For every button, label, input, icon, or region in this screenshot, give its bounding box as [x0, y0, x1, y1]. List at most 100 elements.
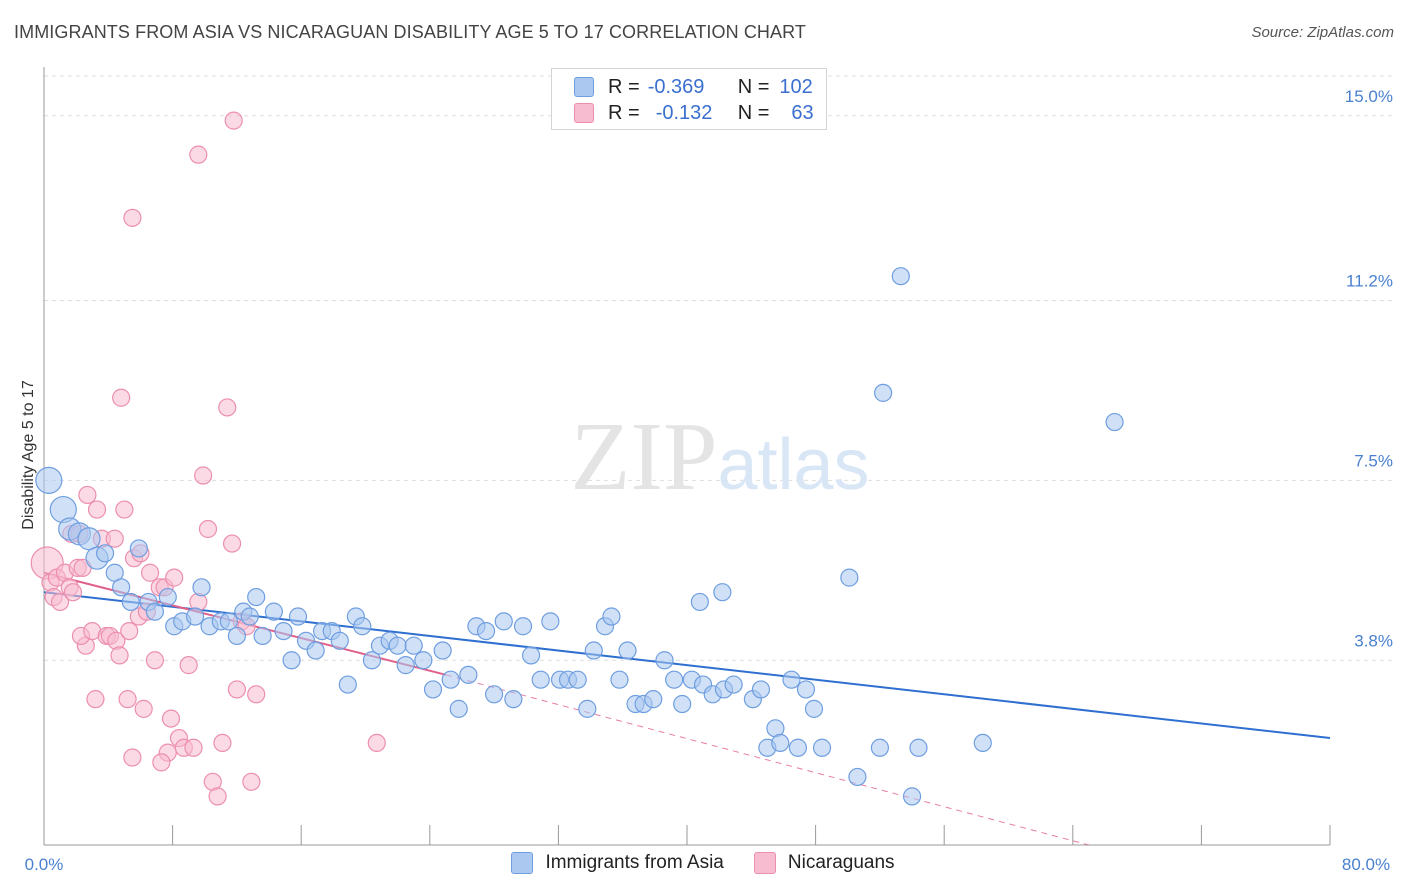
point-asia	[891, 267, 910, 286]
point-nicaraguans	[208, 787, 227, 806]
point-nicaraguans	[63, 583, 83, 602]
point-asia	[186, 607, 205, 626]
y-tick-label: 7.5%	[1354, 451, 1393, 470]
legend-item-asia: Immigrants from Asia	[511, 852, 724, 874]
y-tick-label: 11.2%	[1346, 271, 1393, 290]
point-nicaraguans	[218, 398, 237, 417]
point-asia	[504, 690, 523, 709]
point-asia	[476, 621, 496, 641]
point-nicaraguans	[118, 690, 137, 709]
point-asia	[227, 626, 246, 646]
point-asia	[1105, 412, 1124, 432]
point-nicaraguans	[120, 621, 139, 641]
y-tick-label: 15.0%	[1345, 87, 1393, 106]
watermark-atlas: atlas	[717, 425, 869, 505]
point-nicaraguans	[198, 519, 218, 539]
point-asia	[95, 544, 115, 563]
legend-item-nicaraguans: Nicaraguans	[753, 852, 895, 874]
point-asia	[782, 670, 801, 689]
point-asia	[902, 787, 922, 806]
chart-title: IMMIGRANTS FROM ASIA VS NICARAGUAN DISAB…	[14, 22, 807, 42]
point-asia	[282, 651, 301, 670]
point-nicaraguans	[194, 466, 213, 485]
point-asia	[77, 527, 101, 551]
tick-labels: 3.8% 7.5% 11.2% 15.0% 0.0% 80.0%	[25, 87, 1393, 874]
legend-n-label: N =	[737, 75, 770, 98]
point-asia	[112, 578, 131, 597]
legend-swatch-blue	[574, 77, 594, 97]
point-asia	[870, 738, 890, 757]
point-asia	[306, 641, 325, 660]
point-asia	[771, 733, 790, 753]
point-asia	[264, 602, 283, 621]
point-nicaraguans	[87, 500, 107, 519]
point-nicaraguans	[247, 685, 266, 704]
point-asia	[353, 617, 372, 636]
point-asia	[404, 636, 423, 655]
point-asia	[610, 670, 629, 689]
point-nicaraguans	[123, 208, 142, 227]
point-nicaraguans	[86, 690, 105, 709]
point-asia	[713, 583, 732, 602]
point-asia	[253, 626, 272, 646]
legend-n-value: 102	[779, 75, 813, 98]
point-nicaraguans	[134, 699, 153, 718]
point-nicaraguans	[152, 753, 171, 772]
legend-n-value: 63	[791, 101, 814, 124]
point-nicaraguans	[227, 680, 246, 699]
legend-swatch-blue	[511, 852, 534, 874]
y-axis-title: Disability Age 5 to 17	[20, 380, 37, 530]
legend-label-asia: Immigrants from Asia	[545, 852, 724, 873]
point-asia	[874, 383, 893, 402]
point-nicaraguans	[161, 709, 181, 728]
point-nicaraguans	[145, 651, 165, 670]
point-asia	[788, 738, 808, 757]
legend-row-nicaraguans: R = -0.132 N = 63	[574, 101, 814, 125]
point-nicaraguans	[123, 748, 142, 767]
point-nicaraguans	[110, 646, 129, 665]
y-tick-label: 3.8%	[1354, 631, 1393, 650]
series-immigrants-from-asia	[35, 267, 1124, 806]
point-asia	[690, 592, 709, 612]
point-asia	[840, 568, 859, 587]
point-asia	[288, 607, 308, 626]
point-asia	[192, 578, 211, 597]
point-asia	[362, 651, 382, 670]
point-asia	[673, 694, 692, 714]
point-asia	[433, 641, 452, 660]
point-asia	[804, 699, 824, 718]
point-asia	[494, 612, 513, 631]
point-asia	[338, 675, 357, 694]
legend-r-value: -0.369	[647, 75, 705, 98]
legend-r-value: -0.132	[655, 101, 713, 124]
point-asia	[423, 680, 443, 699]
point-nicaraguans	[222, 534, 242, 553]
point-asia	[485, 685, 504, 704]
point-asia	[274, 621, 293, 641]
watermark-zip: ZIP	[570, 403, 717, 511]
point-nicaraguans	[242, 772, 261, 791]
point-asia	[909, 738, 928, 757]
point-nicaraguans	[50, 592, 70, 612]
legend-n-label: N =	[737, 101, 770, 124]
point-asia	[145, 602, 165, 621]
point-asia	[973, 733, 992, 753]
point-asia	[521, 646, 541, 665]
series-legend: Immigrants from Asia Nicaraguans	[0, 852, 1406, 874]
point-nicaraguans	[165, 568, 184, 587]
legend-row-asia: R = -0.369 N = 102	[574, 75, 813, 99]
legend-swatch-pink	[574, 103, 594, 123]
point-asia	[531, 670, 550, 689]
point-asia	[129, 539, 148, 558]
point-nicaraguans	[224, 111, 243, 130]
point-asia	[796, 680, 816, 699]
x-tick-label: 80.0%	[1342, 855, 1390, 874]
point-asia	[388, 636, 407, 655]
point-asia	[158, 587, 177, 607]
legend-swatch-pink	[753, 852, 776, 874]
point-asia	[568, 670, 587, 689]
point-asia	[584, 641, 603, 660]
point-asia	[578, 699, 597, 718]
series-nicaraguans	[30, 111, 386, 806]
